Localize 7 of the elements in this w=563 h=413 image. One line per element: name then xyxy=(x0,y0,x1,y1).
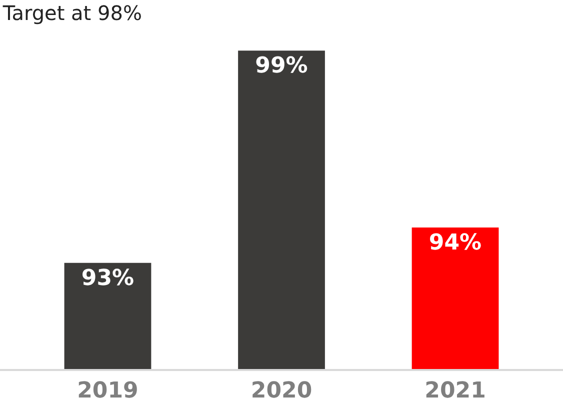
x-tick-label: 2021 xyxy=(424,378,486,404)
data-label: 93% xyxy=(81,266,134,291)
x-tick-label: 2020 xyxy=(250,378,312,404)
chart-title: Target at 98% xyxy=(2,1,142,26)
x-tick-label: 2019 xyxy=(77,378,138,404)
data-label: 99% xyxy=(255,54,308,79)
data-label: 94% xyxy=(428,230,482,256)
